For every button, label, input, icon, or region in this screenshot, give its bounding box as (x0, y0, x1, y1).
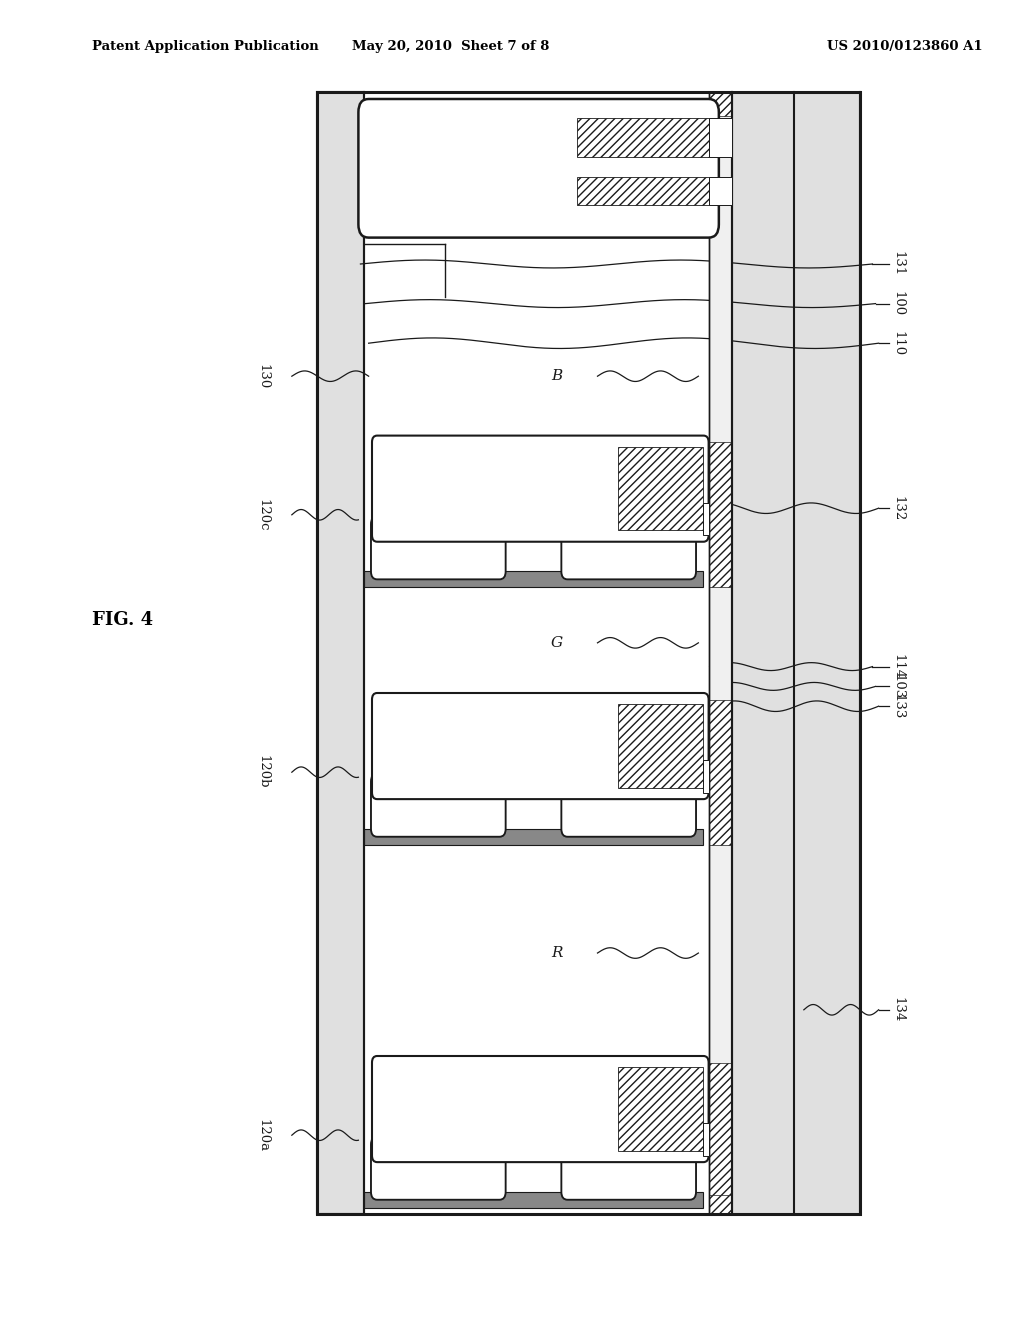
Text: 120a: 120a (256, 1118, 269, 1152)
FancyBboxPatch shape (561, 774, 696, 837)
FancyBboxPatch shape (372, 1056, 709, 1162)
FancyBboxPatch shape (561, 1137, 696, 1200)
Bar (709, 442, 732, 587)
Text: 131: 131 (892, 251, 904, 277)
Bar (618, 1068, 703, 1151)
FancyBboxPatch shape (371, 774, 506, 837)
Bar (317, 92, 860, 1214)
Text: 130: 130 (256, 363, 269, 389)
Bar (578, 177, 709, 206)
Text: R: R (551, 946, 562, 960)
Text: May 20, 2010  Sheet 7 of 8: May 20, 2010 Sheet 7 of 8 (352, 40, 549, 53)
Text: 120b: 120b (256, 755, 269, 789)
Text: W: W (549, 185, 564, 198)
Text: 120c: 120c (256, 499, 269, 531)
Bar (709, 1195, 732, 1214)
Text: 103: 103 (892, 673, 904, 700)
FancyBboxPatch shape (561, 516, 696, 579)
FancyBboxPatch shape (372, 693, 709, 799)
Text: FIG. 4: FIG. 4 (92, 611, 154, 630)
FancyBboxPatch shape (372, 436, 709, 541)
Bar (578, 117, 709, 157)
Bar (709, 92, 732, 1214)
Bar (618, 447, 703, 531)
Text: 132: 132 (892, 495, 904, 521)
Bar (364, 829, 703, 845)
Text: 114: 114 (892, 653, 904, 680)
Text: 134: 134 (892, 997, 904, 1023)
Bar (709, 92, 732, 116)
Text: Patent Application Publication: Patent Application Publication (92, 40, 318, 53)
Bar (709, 1063, 732, 1208)
Bar (703, 760, 709, 792)
Text: B: B (551, 370, 562, 383)
Text: US 2010/0123860 A1: US 2010/0123860 A1 (827, 40, 983, 53)
Text: 133: 133 (892, 693, 904, 719)
Bar (618, 705, 703, 788)
Bar (732, 92, 860, 1214)
Bar (709, 700, 732, 845)
FancyBboxPatch shape (371, 1137, 506, 1200)
Bar (364, 572, 703, 587)
FancyBboxPatch shape (358, 99, 719, 238)
Bar (703, 1123, 709, 1155)
Text: 110: 110 (892, 330, 904, 356)
Text: 100: 100 (892, 290, 904, 317)
Bar (703, 503, 709, 535)
Bar (709, 117, 732, 157)
Bar (317, 92, 364, 1214)
Bar (709, 177, 732, 206)
Text: G: G (551, 636, 562, 649)
Bar (364, 1192, 703, 1208)
FancyBboxPatch shape (371, 516, 506, 579)
